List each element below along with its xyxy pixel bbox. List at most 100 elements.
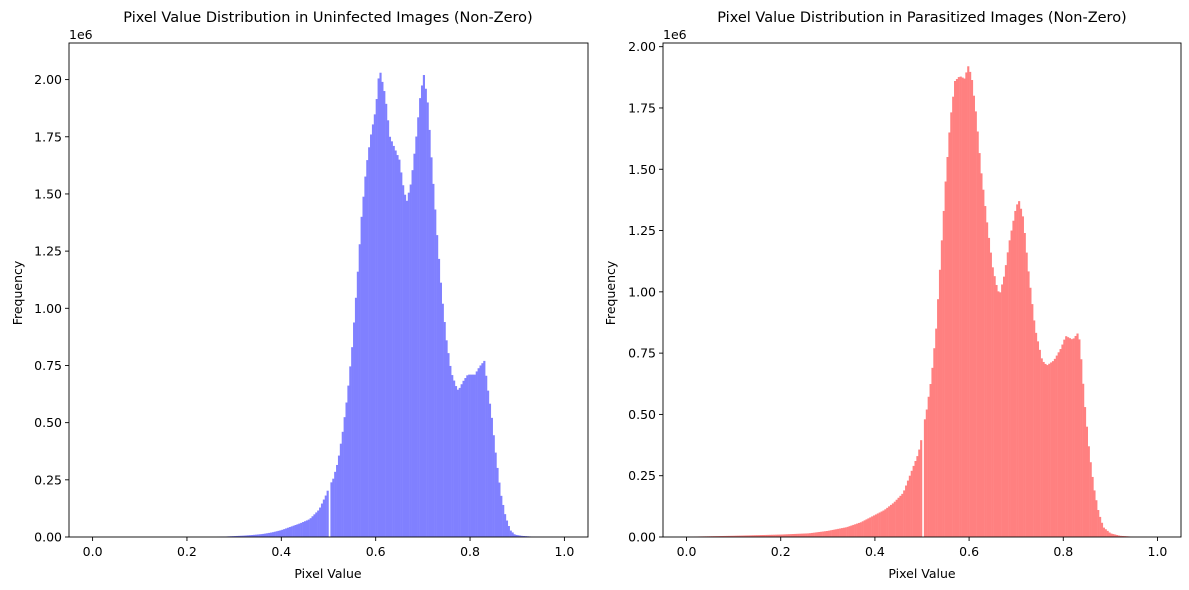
histogram-bar bbox=[239, 535, 242, 537]
histogram-bar bbox=[1114, 534, 1117, 537]
histogram-bar bbox=[792, 534, 795, 537]
histogram-bar bbox=[748, 535, 751, 537]
histogram-bar bbox=[521, 535, 524, 537]
histogram-bar bbox=[487, 390, 490, 537]
histogram-bar bbox=[805, 533, 808, 537]
histogram-bar bbox=[961, 77, 964, 537]
histogram-bar bbox=[920, 440, 923, 537]
histogram-bar bbox=[426, 102, 429, 538]
histogram-bar bbox=[339, 443, 342, 537]
x-tick-label: 0.8 bbox=[460, 544, 480, 559]
histogram-bar bbox=[1070, 339, 1073, 537]
histogram-bar bbox=[347, 385, 350, 537]
histogram-bar bbox=[492, 435, 495, 537]
histogram-bar bbox=[268, 532, 271, 537]
histogram-bar bbox=[1023, 233, 1026, 537]
histogram-bar bbox=[1074, 335, 1077, 537]
parasitized-histogram-chart: Pixel Value Distribution in Parasitized … bbox=[603, 10, 1182, 581]
histogram-bar bbox=[918, 449, 921, 537]
histogram-bar bbox=[829, 530, 832, 537]
histogram-bar bbox=[1091, 476, 1094, 537]
histogram-bar bbox=[761, 535, 765, 537]
histogram-bar bbox=[466, 375, 469, 537]
histogram-bar bbox=[1006, 252, 1009, 537]
histogram-bar bbox=[364, 176, 367, 537]
histogram-bar bbox=[237, 535, 241, 537]
histogram-bar bbox=[1095, 500, 1098, 537]
histogram-bar bbox=[816, 532, 819, 537]
histogram-bar bbox=[841, 528, 844, 537]
histogram-bar bbox=[793, 533, 797, 537]
chart-title: Pixel Value Distribution in Uninfected I… bbox=[123, 10, 532, 26]
histogram-bar bbox=[1100, 522, 1104, 537]
histogram-bar bbox=[801, 533, 804, 537]
histogram-bar bbox=[1083, 407, 1087, 537]
histogram-bar bbox=[878, 512, 881, 537]
histogram-bar bbox=[405, 200, 409, 537]
histogram-bar bbox=[756, 535, 759, 537]
histogram-bar bbox=[852, 524, 855, 537]
histogram-bar bbox=[1089, 462, 1092, 537]
histogram-bar bbox=[366, 160, 369, 537]
histogram-bar bbox=[846, 526, 849, 537]
histogram-bar bbox=[908, 475, 911, 537]
histogram-bar bbox=[1110, 533, 1113, 537]
histogram-bar bbox=[345, 402, 348, 537]
y-tick-label: 1.50 bbox=[628, 162, 656, 177]
histogram-bar bbox=[807, 533, 810, 537]
histogram-bar bbox=[844, 527, 847, 537]
histogram-bar bbox=[969, 71, 972, 537]
histogram-bar bbox=[1018, 201, 1021, 537]
histogram-bar bbox=[867, 518, 870, 537]
histogram-bar bbox=[814, 532, 817, 537]
y-axis-label: Frequency bbox=[603, 260, 618, 325]
histogram-bar bbox=[400, 172, 403, 537]
histogram-bar bbox=[965, 72, 968, 538]
histogram-bar bbox=[1057, 352, 1060, 537]
histogram-bar bbox=[940, 240, 943, 537]
histogram-bar bbox=[390, 141, 393, 537]
histogram-bar bbox=[861, 521, 864, 537]
histogram-bar bbox=[494, 452, 497, 537]
histogram-bar bbox=[303, 521, 307, 537]
histogram-bar bbox=[320, 503, 324, 537]
histogram-bar bbox=[298, 523, 301, 537]
histogram-bar bbox=[354, 297, 358, 537]
histogram-bar bbox=[812, 532, 815, 537]
histogram-bar bbox=[430, 157, 433, 537]
histogram-bar bbox=[739, 535, 742, 537]
histogram-bar bbox=[317, 510, 320, 537]
histogram-bar bbox=[767, 534, 770, 537]
histogram-bar bbox=[765, 534, 768, 537]
histogram-bar bbox=[933, 348, 936, 537]
histogram-bar bbox=[1108, 532, 1111, 537]
histogram-bar bbox=[1014, 210, 1017, 537]
histogram-bar bbox=[1027, 271, 1030, 537]
histogram-bar bbox=[850, 525, 853, 537]
histogram-bar bbox=[360, 216, 363, 537]
histogram-bar bbox=[403, 194, 407, 537]
histogram-bars bbox=[215, 72, 565, 538]
y-tick-label: 1.25 bbox=[34, 244, 62, 259]
histogram-bar bbox=[1061, 344, 1064, 537]
y-offset-label: 1e6 bbox=[663, 27, 687, 42]
histogram-bar bbox=[420, 85, 424, 537]
histogram-bar bbox=[254, 534, 258, 537]
histogram-bar bbox=[285, 528, 288, 537]
histogram-bar bbox=[716, 536, 719, 537]
histogram-bar bbox=[460, 384, 463, 537]
histogram-bar bbox=[982, 189, 985, 537]
histogram-bar bbox=[322, 499, 325, 537]
histogram-bar bbox=[839, 528, 842, 537]
histogram-bar bbox=[249, 535, 252, 537]
histogram-bar bbox=[1123, 536, 1126, 537]
histogram-bar bbox=[797, 533, 800, 537]
x-tick-label: 0.4 bbox=[271, 544, 291, 559]
histogram-bar bbox=[914, 461, 917, 537]
histogram-bar bbox=[1068, 338, 1072, 537]
histogram-bar bbox=[1055, 355, 1058, 537]
histogram-bar bbox=[803, 533, 806, 537]
histogram-bar bbox=[856, 523, 859, 537]
y-tick-label: 0.50 bbox=[628, 407, 656, 422]
histogram-bar bbox=[500, 495, 503, 537]
